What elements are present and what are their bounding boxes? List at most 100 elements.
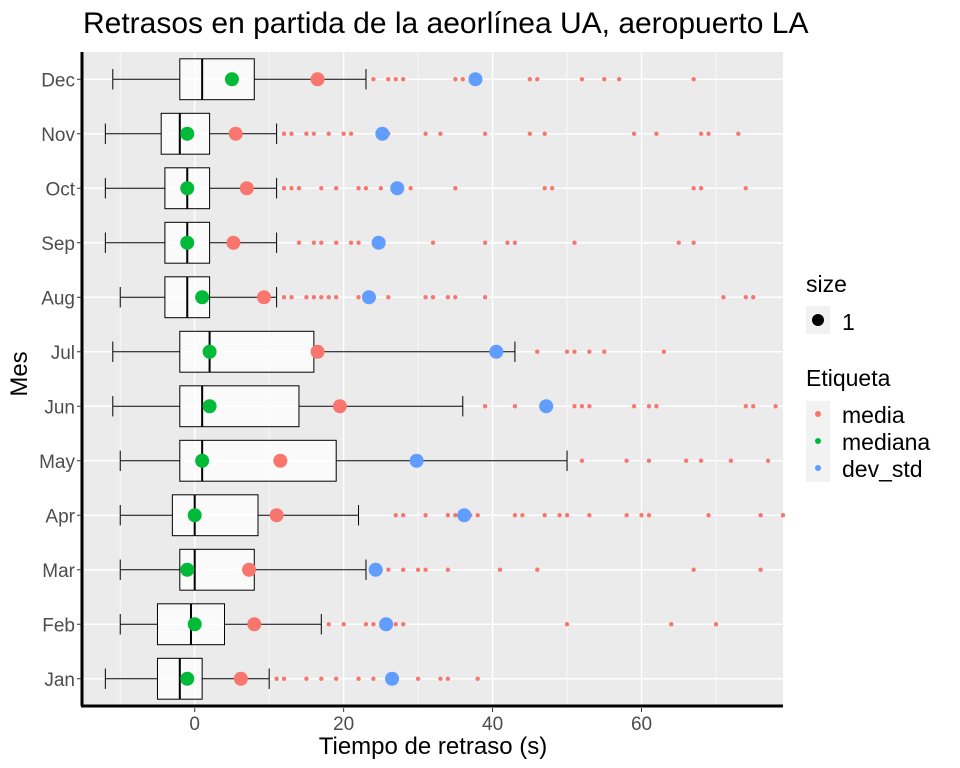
- outlier-point: [572, 349, 577, 354]
- outlier-point: [296, 186, 302, 191]
- outlier-point: [445, 676, 451, 681]
- outlier-point: [274, 676, 279, 681]
- mediana-point-apr: [187, 508, 202, 523]
- box-apr: [171, 494, 259, 537]
- mediana-point-feb: [187, 617, 202, 632]
- y-tick-label: Sep: [41, 234, 75, 255]
- outlier-point: [348, 131, 354, 136]
- outlier-point: [333, 240, 339, 245]
- outlier-point: [728, 458, 734, 463]
- outlier-point: [363, 622, 369, 627]
- x-tick-label: 40: [482, 714, 503, 735]
- outlier-point: [587, 513, 592, 518]
- outlier-point: [631, 131, 637, 136]
- outlier-point: [453, 513, 458, 518]
- outlier-point: [535, 349, 540, 354]
- media-point-sep: [226, 235, 241, 250]
- outlier-point: [624, 458, 629, 463]
- media-point-jan: [233, 671, 248, 686]
- outlier-point: [743, 404, 748, 409]
- outlier-point: [646, 404, 652, 409]
- outlier-point: [289, 295, 294, 300]
- outlier-point: [281, 186, 287, 191]
- outlier-point: [482, 131, 488, 136]
- box-jun: [179, 385, 300, 428]
- dev_std-point-aug: [361, 290, 376, 305]
- legend-label-title: Etiqueta: [806, 365, 891, 391]
- outlier-point: [401, 622, 406, 627]
- outlier-point: [453, 186, 458, 191]
- outlier-point: [311, 131, 317, 136]
- outlier-point: [438, 676, 443, 681]
- outlier-point: [698, 131, 704, 136]
- mediana-point-jul: [202, 344, 217, 359]
- outlier-point: [348, 240, 354, 245]
- outlier-point: [393, 622, 398, 627]
- outlier-point: [386, 295, 391, 300]
- legend-label-media: media: [842, 402, 905, 428]
- outlier-point: [386, 77, 391, 82]
- mediana-point-may: [195, 453, 210, 468]
- outlier-point: [751, 404, 756, 409]
- outlier-point: [542, 513, 547, 518]
- outlier-point: [669, 622, 674, 627]
- dev_std-point-dec: [468, 72, 483, 87]
- outlier-point: [616, 77, 622, 82]
- dev_std-point-mar: [368, 562, 383, 577]
- outlier-point: [319, 676, 324, 681]
- media-point-dec: [310, 72, 325, 87]
- outlier-point: [445, 513, 451, 518]
- outlier-point: [319, 186, 324, 191]
- outlier-point: [512, 513, 518, 518]
- outlier-point: [564, 349, 570, 354]
- outlier-point: [319, 295, 324, 300]
- outlier-point: [445, 567, 451, 572]
- outlier-point: [579, 77, 585, 82]
- y-ticks: Jan Feb Mar Apr May Jun Jul Aug Sep Oct Nov Dec: [39, 70, 81, 691]
- outlier-point: [624, 513, 629, 518]
- outlier-point: [758, 567, 763, 572]
- mediana-point-sep: [180, 235, 195, 250]
- y-axis-title: Mes: [6, 351, 33, 396]
- outlier-point: [333, 295, 339, 300]
- outlier-point: [542, 131, 547, 136]
- mediana-point-mar: [180, 562, 195, 577]
- outlier-point: [654, 404, 659, 409]
- outlier-point: [482, 295, 488, 300]
- legend-label-mediana: mediana: [842, 429, 930, 455]
- outlier-point: [430, 295, 436, 300]
- outlier-point: [423, 131, 428, 136]
- outlier-point: [691, 186, 696, 191]
- outlier-point: [289, 131, 294, 136]
- y-tick-label: Jul: [51, 343, 75, 364]
- media-point-feb: [247, 617, 262, 632]
- outlier-point: [333, 676, 339, 681]
- outlier-point: [408, 186, 413, 191]
- media-point-apr: [269, 508, 284, 523]
- outlier-point: [415, 676, 421, 681]
- dev_std-point-apr: [457, 508, 472, 523]
- outlier-point: [430, 240, 436, 245]
- outlier-point: [773, 404, 778, 409]
- box-jul: [179, 330, 315, 373]
- outlier-point: [713, 622, 719, 627]
- outlier-point: [326, 295, 331, 300]
- outlier-point: [356, 240, 361, 245]
- outlier-point: [661, 349, 667, 354]
- media-point-jul: [310, 344, 325, 359]
- outlier-point: [304, 295, 309, 300]
- outlier-point: [453, 295, 458, 300]
- y-tick-label: Feb: [42, 615, 75, 636]
- box-dec: [179, 58, 255, 101]
- outlier-point: [505, 240, 510, 245]
- y-tick-label: Dec: [41, 70, 75, 91]
- outlier-point: [475, 676, 480, 681]
- dev_std-point-jan: [385, 671, 400, 686]
- outlier-point: [475, 513, 480, 518]
- outlier-point: [393, 513, 398, 518]
- outlier-point: [743, 295, 748, 300]
- outlier-point: [587, 404, 592, 409]
- x-tick-label: 0: [189, 714, 200, 735]
- media-point-nov: [228, 126, 243, 141]
